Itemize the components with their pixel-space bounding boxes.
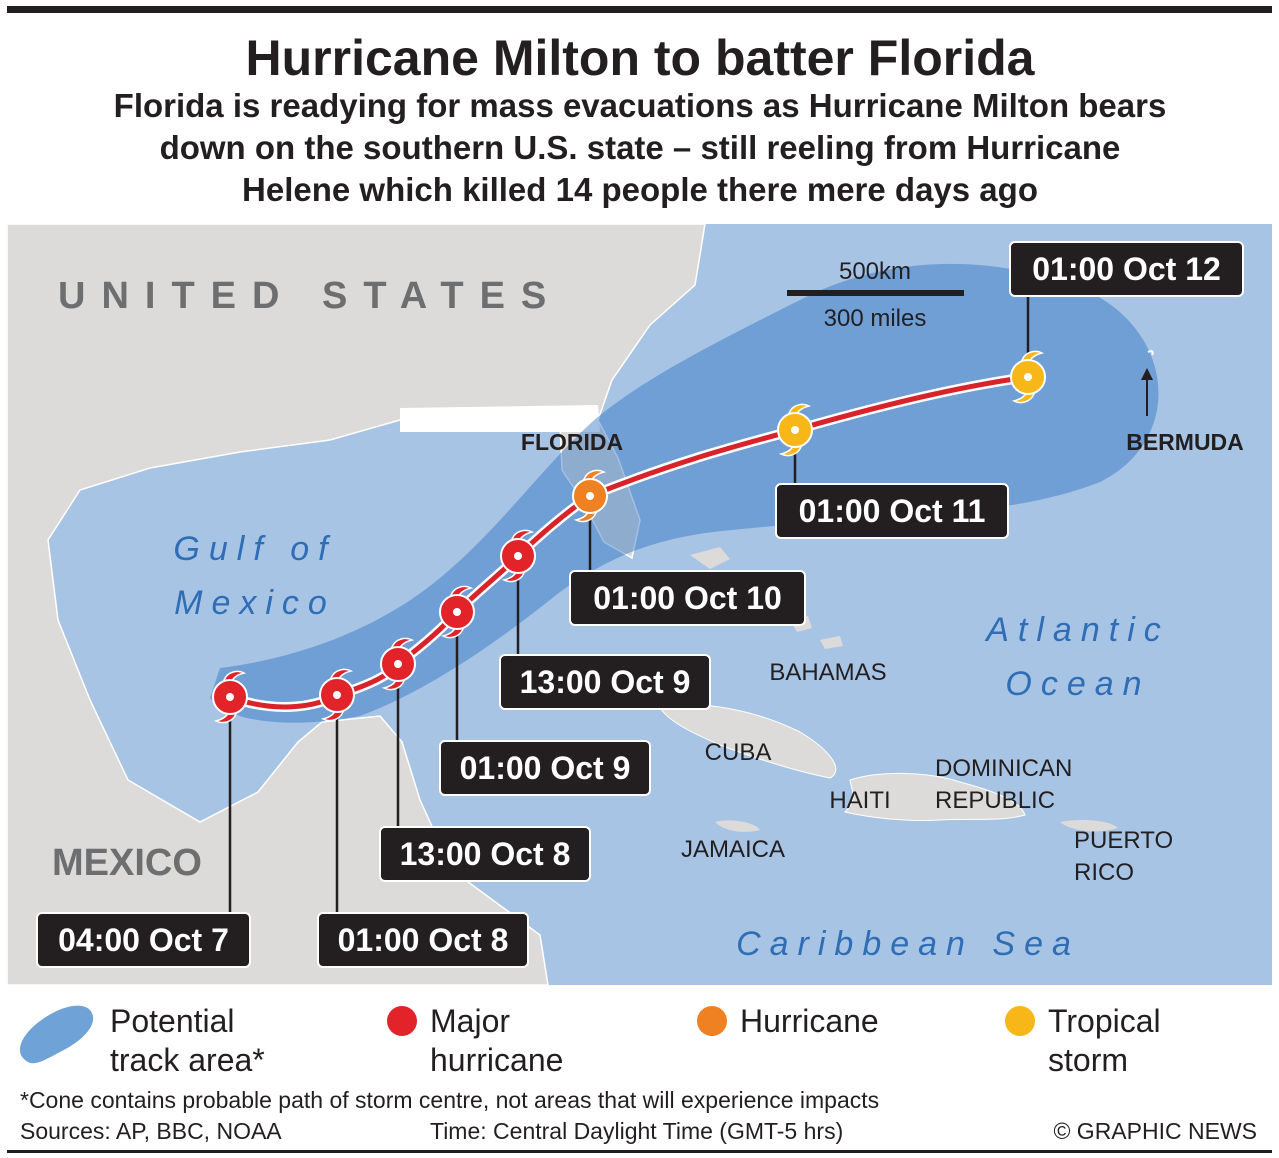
scale-bar: 500km 300 miles <box>787 258 964 332</box>
footnote: *Cone contains probable path of storm ce… <box>20 1087 879 1113</box>
top-rule <box>7 6 1272 13</box>
map-label: JAMAICA <box>681 836 785 863</box>
credit: © GRAPHIC NEWS <box>1053 1118 1257 1144</box>
time-note: Time: Central Daylight Time (GMT-5 hrs) <box>430 1118 843 1144</box>
title: Hurricane Milton to batter Florida <box>246 30 1036 86</box>
storm-marker <box>319 668 355 722</box>
puerto-rico <box>1060 820 1118 832</box>
bermuda-arrow-head <box>1141 368 1153 380</box>
florida-highlight <box>400 405 600 432</box>
legend-swatch <box>19 1005 94 1064</box>
legend-swatch <box>387 1006 417 1036</box>
time-label: 01:00 Oct 12 <box>1032 251 1221 287</box>
subtitle-line: Florida is readying for mass evacuations… <box>114 87 1167 124</box>
bottom-rule <box>7 1150 1272 1153</box>
jamaica <box>715 820 760 832</box>
storm-marker <box>380 637 416 691</box>
storm-eye <box>791 426 799 434</box>
time-label: 13:00 Oct 8 <box>400 836 571 872</box>
time-label-box <box>775 483 1009 539</box>
storm-eye <box>586 492 594 500</box>
subtitle: Florida is readying for mass evacuations… <box>114 87 1167 208</box>
legend-label: Tropical <box>1048 1003 1161 1039</box>
legend-swatch <box>1005 1006 1035 1036</box>
map-label: BAHAMAS <box>769 659 886 686</box>
storm-eye <box>1024 373 1032 381</box>
scale-line <box>787 290 964 296</box>
time-label-box <box>317 912 529 968</box>
map-label: FLORIDA <box>521 429 623 455</box>
time-label-box <box>379 826 591 882</box>
storm-marker <box>777 403 813 457</box>
bermuda <box>1147 350 1154 356</box>
map-label: HAITI <box>829 787 890 814</box>
storm-eye <box>514 552 522 560</box>
scale-miles: 300 miles <box>824 305 927 332</box>
map-label: Atlantic <box>984 611 1170 649</box>
map-label: Gulf of <box>173 530 336 568</box>
legend-label: track area* <box>110 1042 265 1078</box>
storm-marker <box>500 529 536 583</box>
map-label: Mexico <box>174 584 336 622</box>
map-label: DOMINICAN <box>935 755 1072 782</box>
time-label-box <box>1009 241 1244 297</box>
storm-eye <box>226 693 234 701</box>
legend-label: storm <box>1048 1042 1128 1078</box>
time-label-box <box>499 654 711 710</box>
map-label: Caribbean Sea <box>736 925 1080 963</box>
storm-marker <box>572 469 608 523</box>
map-label: RICO <box>1074 859 1134 886</box>
legend-label: Major <box>430 1003 510 1039</box>
subtitle-line: down on the southern U.S. state – still … <box>160 129 1121 166</box>
map-label: MEXICO <box>52 842 202 884</box>
sources: Sources: AP, BBC, NOAA <box>20 1118 282 1144</box>
map-label: BERMUDA <box>1126 429 1244 455</box>
storm-track: 04:00 Oct 7 01:00 Oct 8 13:00 Oct 8 01:00 O… <box>36 241 1244 968</box>
map-label: UNITED STATES <box>58 275 562 317</box>
map-label: PUERTO <box>1074 827 1173 854</box>
legend-label: hurricane <box>430 1042 563 1078</box>
map-label: Ocean <box>1005 665 1150 703</box>
hispaniola <box>843 772 1026 822</box>
map-label: REPUBLIC <box>935 787 1055 814</box>
map-labels: UNITED STATES FLORIDA Gulf of Mexico Atlanti… <box>52 275 1244 963</box>
time-label: 01:00 Oct 8 <box>338 922 509 958</box>
legend-swatch <box>697 1006 727 1036</box>
storm-eye <box>453 608 461 616</box>
storm-marker <box>439 585 475 639</box>
time-label-box <box>439 740 651 796</box>
time-label-box <box>569 570 806 626</box>
storm-marker <box>212 670 248 724</box>
time-label: 04:00 Oct 7 <box>58 922 229 958</box>
time-label: 13:00 Oct 9 <box>520 664 691 700</box>
storm-marker <box>1010 350 1046 404</box>
cuba <box>659 704 837 779</box>
scale-km: 500km <box>839 258 911 285</box>
storm-eye <box>333 691 341 699</box>
map: UNITED STATES FLORIDA Gulf of Mexico Atlanti… <box>7 224 1272 985</box>
time-label: 01:00 Oct 10 <box>593 580 782 616</box>
time-label: 01:00 Oct 11 <box>799 493 986 529</box>
legend-label: Potential <box>110 1003 235 1039</box>
time-label-box <box>36 912 251 968</box>
storm-eye <box>394 660 402 668</box>
legend-label: Hurricane <box>740 1003 879 1039</box>
subtitle-line: Helene which killed 14 people there mere… <box>242 171 1038 208</box>
map-label: CUBA <box>705 739 772 766</box>
time-label: 01:00 Oct 9 <box>460 750 631 786</box>
